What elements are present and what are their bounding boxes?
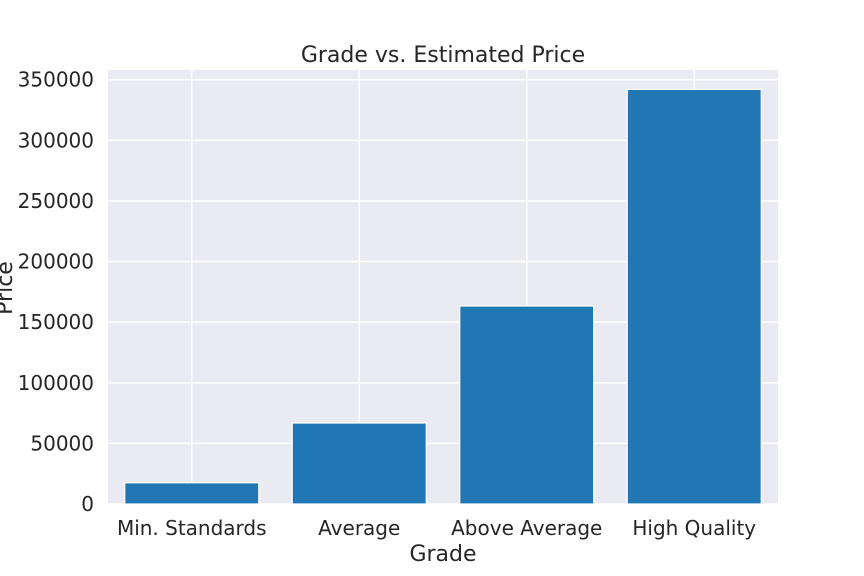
- bar: [459, 305, 595, 505]
- x-tick-label: High Quality: [632, 516, 756, 540]
- bars: [124, 88, 762, 505]
- y-tick-label: 250000: [18, 189, 94, 213]
- y-tick-label: 300000: [18, 128, 94, 152]
- y-tick-label: 350000: [18, 68, 94, 92]
- y-tick-label: 50000: [30, 431, 94, 455]
- tick-labels: 0 50000 100000 150000 200000 250000 300000 3500…: [18, 68, 757, 540]
- y-tick-label: 150000: [18, 310, 94, 334]
- bar: [626, 88, 762, 505]
- x-tick-label: Above Average: [451, 516, 602, 540]
- x-tick-label: Min. Standards: [117, 516, 267, 540]
- bar: [124, 482, 260, 505]
- chart-title: Grade vs. Estimated Price: [301, 43, 585, 68]
- x-tick-label: Average: [318, 516, 400, 540]
- y-axis-label: Price: [0, 261, 18, 315]
- bar: [291, 422, 427, 505]
- y-tick-label: 200000: [18, 250, 94, 274]
- y-tick-label: 100000: [18, 371, 94, 395]
- x-axis-label: Grade: [409, 542, 476, 567]
- y-tick-label: 0: [81, 492, 94, 516]
